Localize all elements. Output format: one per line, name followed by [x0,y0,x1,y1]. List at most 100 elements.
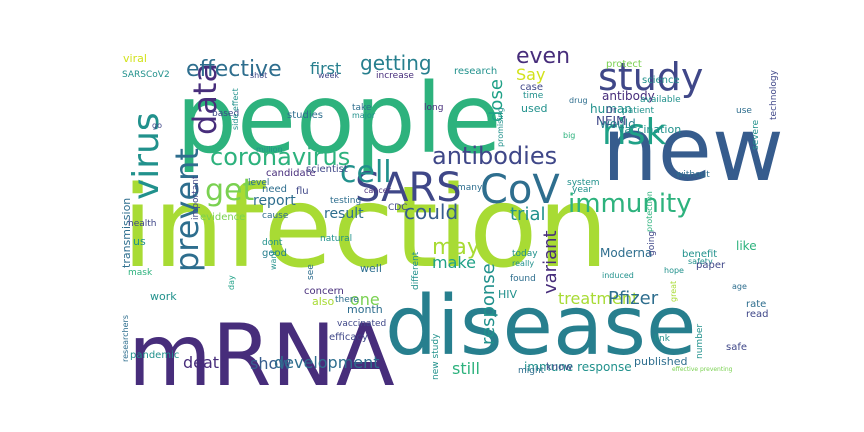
cloud-word: paper [696,260,726,271]
cloud-word: safety [688,257,713,266]
cloud-word: long [424,103,443,113]
cloud-word: found [510,274,536,284]
cloud-word: research [454,66,497,77]
cloud-word: age [732,282,747,291]
cloud-word: time [523,91,544,101]
cloud-word: promising [496,107,505,147]
cloud-word: based [212,109,239,119]
cloud-word: antibody [602,89,655,103]
cloud-word: dose [486,79,507,122]
cloud-word: studies [287,110,323,121]
cloud-word: still [452,359,480,378]
cloud-word: published [634,355,688,368]
cloud-word: safe [726,342,747,353]
cloud-word: effective [186,57,282,82]
cloud-word: like [736,239,757,253]
cloud-word: number [695,324,705,359]
cloud-word: science [642,75,680,86]
cloud-word: go [152,121,162,130]
cloud-word: data [186,63,224,135]
cloud-word: system [567,178,600,188]
cloud-word: going [647,231,657,256]
cloud-word: pandemic [130,350,179,361]
cloud-word: also [312,295,335,308]
cloud-word: natural [320,234,352,244]
cloud-word: concern [304,286,344,297]
cloud-word: evidence [200,212,245,223]
cloud-word: variant [540,230,561,294]
cloud-word: see [306,264,316,280]
cloud-word: antibodies [432,142,557,170]
cloud-word: transmission [120,198,133,268]
cloud-word: well [360,262,382,275]
cloud-word: read [746,309,769,320]
cloud-word: rate [746,299,766,310]
cloud-word: us [133,235,146,248]
cloud-word: level [248,178,269,188]
cloud-word: infection [122,163,609,293]
cloud-word: scientist [306,164,348,175]
cloud-word: use [736,106,752,116]
cloud-word: response [478,263,499,345]
cloud-word: disease [385,279,696,374]
cloud-word: might [518,366,545,376]
cloud-word: one [350,290,380,309]
cloud-word: CDC [388,203,408,213]
cloud-word: death [183,353,229,372]
cloud-word: vaccination [618,123,681,136]
cloud-word: day [227,275,236,290]
cloud-word: immune response [524,360,632,374]
cloud-word: efficacy [329,332,368,343]
cloud-word: result [324,206,364,222]
cloud-word: health [128,219,157,229]
cloud-word: Say [516,65,545,84]
cloud-word: million [256,145,283,154]
cloud-word: researchers [121,315,130,362]
cloud-word: need [262,184,287,195]
cloud-word: cause [262,211,289,221]
cloud-word: month [347,303,383,316]
cloud-word: SARS [355,165,462,211]
cloud-word: CoV [480,167,560,213]
cloud-word: used [521,102,547,115]
cloud-word: really [512,259,534,268]
cloud-word: treatment [558,289,638,308]
cloud-word: severe [751,119,761,150]
cloud-word: want [269,250,278,270]
cloud-word: may [432,235,480,260]
cloud-word: protect [606,59,642,70]
cloud-word: human [590,102,632,116]
cloud-word: induced [602,271,634,280]
cloud-word: link [654,334,671,344]
cloud-word: cancer [364,186,392,195]
cloud-word: shot [250,71,267,80]
cloud-word: know [546,362,572,373]
cloud-word: technology [769,69,779,120]
cloud-word: without [676,170,710,180]
cloud-word: patient [622,106,654,116]
cloud-word: mask [128,268,153,278]
cloud-word: development [274,353,380,372]
cloud-word: new study [431,333,441,380]
cloud-word: would [600,117,636,131]
cloud-word: HIV [498,288,518,301]
cloud-word: get [205,173,255,208]
cloud-word: work [150,290,177,303]
cloud-word: getting [360,51,432,75]
cloud-word: risk [602,112,667,153]
cloud-word: dont [262,238,283,248]
cloud-word: mRNA [128,306,395,406]
cloud-word: candidate [266,168,316,179]
cloud-word: viral [123,52,147,65]
cloud-word: drug [569,96,588,105]
cloud-word: take [352,103,372,113]
cloud-word: side effect [231,88,240,130]
cloud-word: show [250,354,291,373]
cloud-word: study [598,55,703,99]
cloud-word: Dr [606,106,617,116]
cloud-word: good [262,248,287,259]
cloud-word: prevent [168,148,206,272]
cloud-word: available [640,95,681,105]
